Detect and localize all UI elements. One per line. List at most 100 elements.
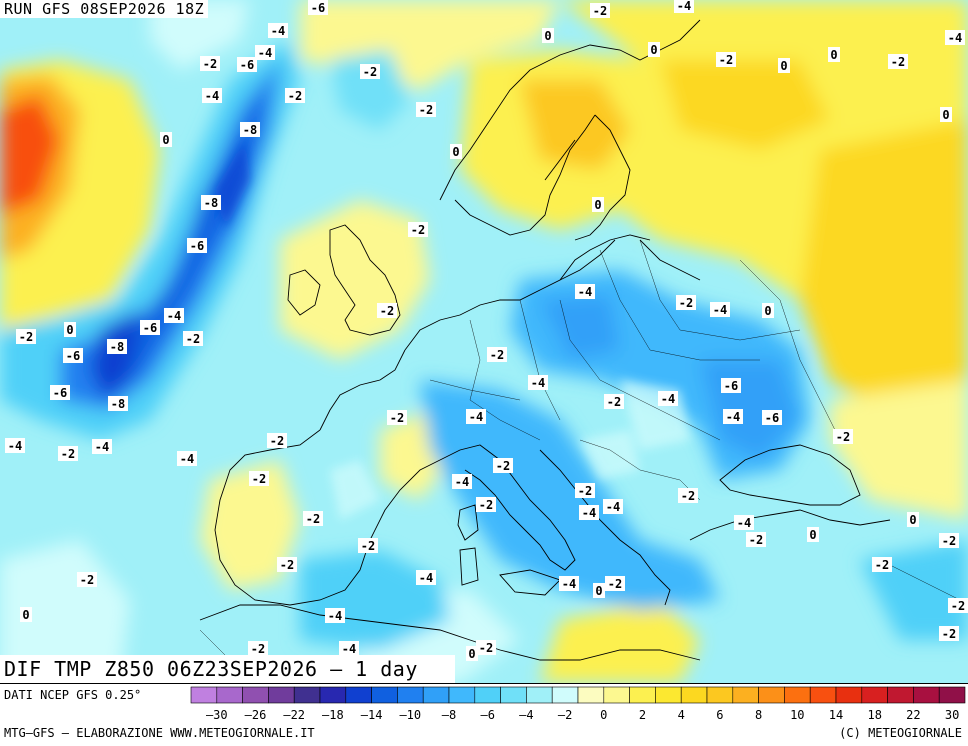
svg-text:0: 0: [809, 528, 816, 542]
scale-swatch: [371, 686, 398, 704]
contour-label: -4: [579, 505, 599, 520]
svg-text:-4: -4: [578, 285, 592, 299]
contour-label: -2: [416, 102, 436, 117]
scale-swatch: [268, 686, 295, 704]
scale-label: –10: [399, 708, 421, 722]
svg-text:0: 0: [780, 59, 787, 73]
borders: [199, 239, 961, 683]
svg-text:-6: -6: [53, 386, 67, 400]
svg-text:0: 0: [468, 647, 475, 661]
anomaly-field: [0, 0, 968, 683]
contour-label: -2: [590, 3, 610, 18]
svg-text:-4: -4: [677, 0, 691, 13]
scale-swatch: [500, 686, 527, 704]
contour-label: -4: [339, 641, 359, 656]
scale-swatch: [655, 686, 682, 704]
contour-label: -2: [267, 433, 287, 448]
scale-label: –18: [322, 708, 344, 722]
svg-text:-4: -4: [455, 475, 469, 489]
svg-text:-4: -4: [328, 609, 342, 623]
svg-text:-2: -2: [252, 472, 266, 486]
scale-swatch: [345, 686, 372, 704]
svg-text:-2: -2: [490, 348, 504, 362]
scale-swatch: [784, 686, 811, 704]
scale-swatch: [577, 686, 605, 704]
contour-label: -2: [285, 88, 305, 103]
svg-text:-2: -2: [80, 573, 94, 587]
contour-label: 0: [828, 47, 840, 62]
contour-label: -2: [377, 303, 397, 318]
scale-label: 22: [906, 708, 920, 722]
svg-text:-2: -2: [203, 57, 217, 71]
svg-text:-2: -2: [749, 533, 763, 547]
svg-text:-4: -4: [531, 376, 545, 390]
svg-text:-2: -2: [496, 459, 510, 473]
contour-label: -4: [325, 608, 345, 623]
svg-text:-4: -4: [469, 410, 483, 424]
svg-text:-2: -2: [951, 599, 965, 613]
scale-label: –30: [206, 708, 228, 722]
svg-text:0: 0: [909, 513, 916, 527]
credit-right: (C) METEOGIORNALE: [839, 726, 962, 740]
run-label: RUN GFS 08SEP2026 18Z: [0, 0, 209, 18]
contour-label: -2: [604, 394, 624, 409]
svg-text:-4: -4: [606, 500, 620, 514]
scale-label: 14: [829, 708, 843, 722]
scale-label: 8: [755, 708, 762, 722]
svg-text:-2: -2: [380, 304, 394, 318]
contour-label: -2: [183, 331, 203, 346]
svg-text:-6: -6: [143, 321, 157, 335]
credit-left: MTG–GFS – ELABORAZIONE WWW.METEOGIORNALE…: [4, 726, 315, 740]
svg-text:-6: -6: [190, 239, 204, 253]
svg-text:-2: -2: [186, 332, 200, 346]
scale-label: –14: [361, 708, 383, 722]
scale-swatch: [551, 686, 579, 704]
svg-text:-4: -4: [419, 571, 433, 585]
scale-swatch: [809, 686, 837, 704]
svg-text:-8: -8: [111, 397, 125, 411]
contour-label: -4: [92, 439, 112, 454]
contour-label: 0: [593, 583, 605, 598]
contour-label: -2: [476, 497, 496, 512]
contour-label: -6: [63, 348, 83, 363]
contour-label: -2: [408, 222, 428, 237]
temperature-anomaly-map: -6 -2 -4 -4 0 -4 -4 -2 -6 0 0 -2 0 -2 -2 -4 -2 -2 0 -8 0 0 -8 0…: [0, 0, 968, 683]
contour-label: -2: [16, 329, 36, 344]
contour-label: 0: [466, 646, 478, 661]
svg-text:-4: -4: [726, 410, 740, 424]
svg-text:0: 0: [764, 304, 771, 318]
scale-swatch: [938, 686, 966, 704]
legend-area: DATI NCEP GFS 0.25° –30 –26 –22 –18 –14 –10 –8…: [0, 683, 968, 746]
scale-swatch: [526, 686, 553, 704]
svg-text:-2: -2: [270, 434, 284, 448]
scale-label: 0: [600, 708, 607, 722]
scale-swatch: [474, 686, 501, 704]
svg-text:0: 0: [452, 145, 459, 159]
contour-label: -2: [676, 295, 696, 310]
svg-text:-6: -6: [66, 349, 80, 363]
contour-label: -4: [559, 576, 579, 591]
contour-labels: -6 -2 -4 -4 0 -4 -4 -2 -6 0 0 -2 0 -2 -2 -4 -2 -2 0 -8 0 0 -8 0…: [5, 0, 968, 661]
contour-label: -4: [5, 438, 25, 453]
svg-text:0: 0: [650, 43, 657, 57]
contour-label: -4: [164, 308, 184, 323]
svg-text:-2: -2: [288, 89, 302, 103]
svg-text:-2: -2: [61, 447, 75, 461]
contour-label: -4: [528, 375, 548, 390]
svg-text:-8: -8: [204, 196, 218, 210]
svg-text:-2: -2: [361, 539, 375, 553]
svg-text:-4: -4: [180, 452, 194, 466]
contour-label: -2: [493, 458, 513, 473]
contour-label: 0: [20, 607, 32, 622]
svg-text:0: 0: [942, 108, 949, 122]
contour-label: -2: [872, 557, 892, 572]
svg-text:-2: -2: [419, 103, 433, 117]
contour-label: -2: [833, 429, 853, 444]
svg-text:-2: -2: [280, 558, 294, 572]
svg-text:-8: -8: [110, 340, 124, 354]
svg-text:-4: -4: [582, 506, 596, 520]
contour-label: -2: [200, 56, 220, 71]
contour-label: -4: [575, 284, 595, 299]
contour-label: -4: [674, 0, 694, 13]
